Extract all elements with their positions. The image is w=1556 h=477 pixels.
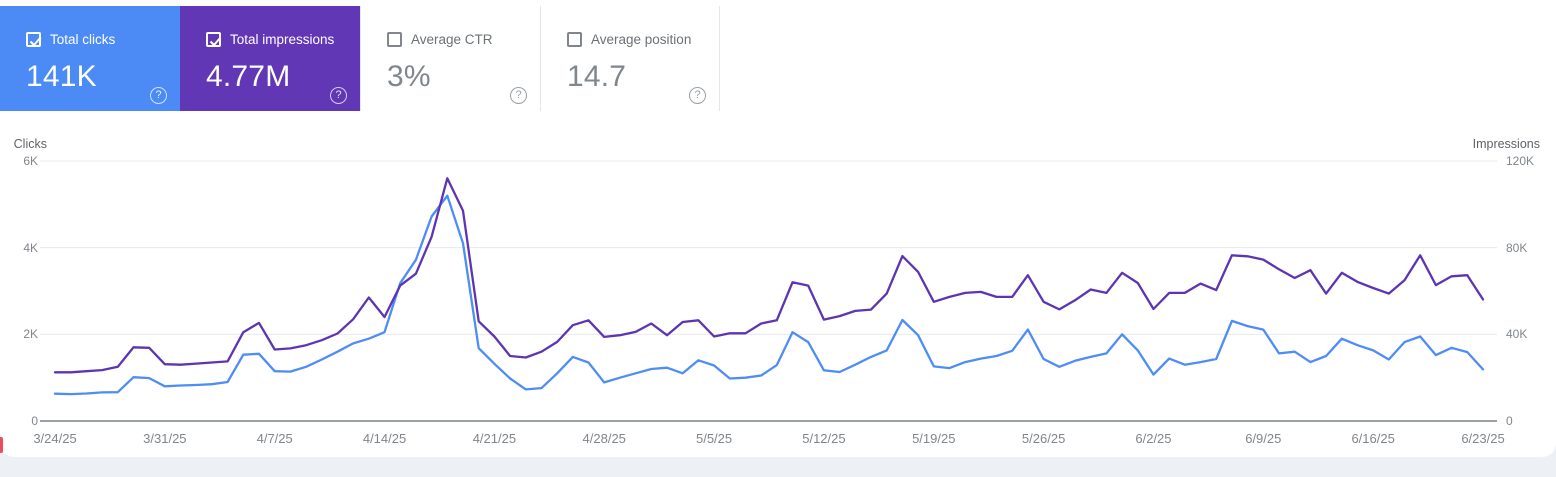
x-axis-date-label: 6/9/25: [1245, 431, 1282, 446]
card-average-ctr[interactable]: Average CTR 3% ?: [360, 6, 540, 111]
check-icon: [29, 36, 42, 47]
x-axis-date-label: 4/14/25: [362, 431, 407, 446]
left-axis-title: Clicks: [13, 137, 47, 151]
x-axis-date-label: 3/31/25: [143, 431, 187, 446]
card-total-impressions[interactable]: Total impressions 4.77M ?: [180, 6, 360, 111]
checkbox-total-impressions[interactable]: [206, 32, 222, 47]
x-axis-date-label: 3/24/25: [33, 431, 77, 446]
card-total-clicks[interactable]: Total clicks 141K ?: [0, 6, 180, 111]
series-line-clicks: [53, 194, 1485, 396]
checkbox-average-position[interactable]: [567, 32, 582, 47]
left-axis-tick: 0: [31, 414, 38, 428]
x-axis-date-label: 4/21/25: [472, 431, 517, 446]
x-axis-date-label: 6/2/25: [1135, 431, 1172, 446]
x-axis-date-label: 4/7/25: [256, 431, 293, 446]
card-label: Total clicks: [50, 32, 116, 47]
feedback-tab-sliver[interactable]: [0, 437, 3, 453]
series-line-impressions: [53, 177, 1485, 374]
help-icon[interactable]: ?: [689, 87, 706, 104]
x-axis-date-label: 6/16/25: [1351, 431, 1395, 446]
card-label: Average position: [591, 32, 692, 47]
right-axis-tick: 120K: [1506, 154, 1535, 168]
right-axis-title: Impressions: [1472, 137, 1540, 151]
left-axis-tick: 2K: [23, 327, 38, 342]
right-axis-tick: 80K: [1506, 240, 1528, 255]
checkbox-total-clicks[interactable]: [26, 32, 42, 47]
card-value: 14.7: [567, 60, 627, 93]
card-label: Average CTR: [411, 32, 493, 47]
help-icon[interactable]: ?: [510, 87, 527, 104]
x-axis-date-label: 6/23/25: [1461, 431, 1505, 446]
card-value: 3%: [387, 60, 431, 93]
card-value: 4.77M: [206, 60, 291, 93]
x-axis-date-label: 5/19/25: [912, 431, 956, 446]
card-label: Total impressions: [230, 32, 335, 47]
x-axis-date-label: 4/28/25: [582, 431, 626, 446]
metric-cards: Total clicks 141K ? Total impressions 4.…: [0, 6, 720, 111]
right-axis-tick: 0: [1506, 414, 1513, 428]
x-axis-date-label: 5/5/25: [695, 431, 733, 446]
card-average-position[interactable]: Average position 14.7 ?: [540, 6, 720, 111]
x-axis-date-label: 5/26/25: [1021, 431, 1066, 446]
right-axis-tick: 40K: [1506, 327, 1528, 342]
help-icon[interactable]: ?: [150, 87, 167, 104]
left-axis-tick: 4K: [23, 240, 38, 255]
checkbox-average-ctr[interactable]: [387, 32, 402, 47]
check-icon: [209, 36, 222, 47]
card-value: 141K: [26, 60, 97, 93]
x-axis-date-label: 5/12/25: [802, 431, 846, 446]
left-axis-tick: 6K: [23, 154, 38, 168]
help-icon[interactable]: ?: [330, 87, 347, 104]
